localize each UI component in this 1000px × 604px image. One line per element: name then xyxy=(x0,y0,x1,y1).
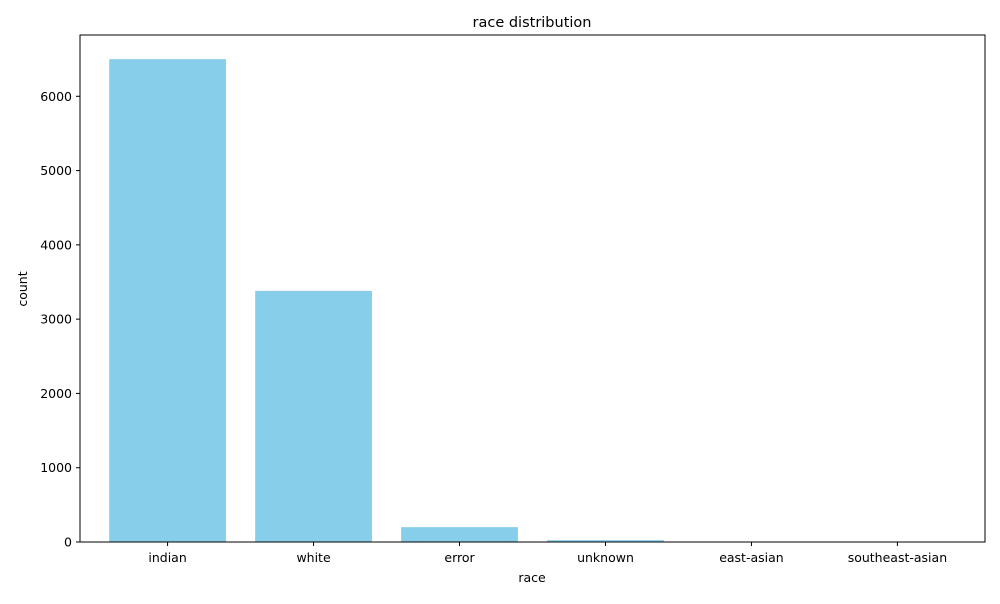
x-tick-label: white xyxy=(296,550,331,565)
x-tick-label: southeast-asian xyxy=(848,550,947,565)
bar-white xyxy=(255,291,372,542)
x-axis-label: race xyxy=(518,570,546,585)
x-tick-label: error xyxy=(444,550,475,565)
x-tick-label: unknown xyxy=(577,550,634,565)
y-tick-label: 3000 xyxy=(40,312,72,327)
chart-title: race distribution xyxy=(473,15,592,31)
y-axis-label: count xyxy=(15,271,30,306)
y-tick-label: 2000 xyxy=(40,386,72,401)
y-tick-label: 0 xyxy=(64,535,72,550)
plot-area: 0 1000 2000 3000 4000 5000 6000 indian white erro… xyxy=(40,35,985,565)
y-tick-label: 1000 xyxy=(40,460,72,475)
y-tick-label: 4000 xyxy=(40,237,72,252)
x-tick-label: indian xyxy=(148,550,186,565)
y-tick-label: 6000 xyxy=(40,89,72,104)
y-tick-label: 5000 xyxy=(40,163,72,178)
bar-indian xyxy=(109,59,226,542)
x-tick-label: east-asian xyxy=(719,550,784,565)
bar-error xyxy=(401,527,518,542)
